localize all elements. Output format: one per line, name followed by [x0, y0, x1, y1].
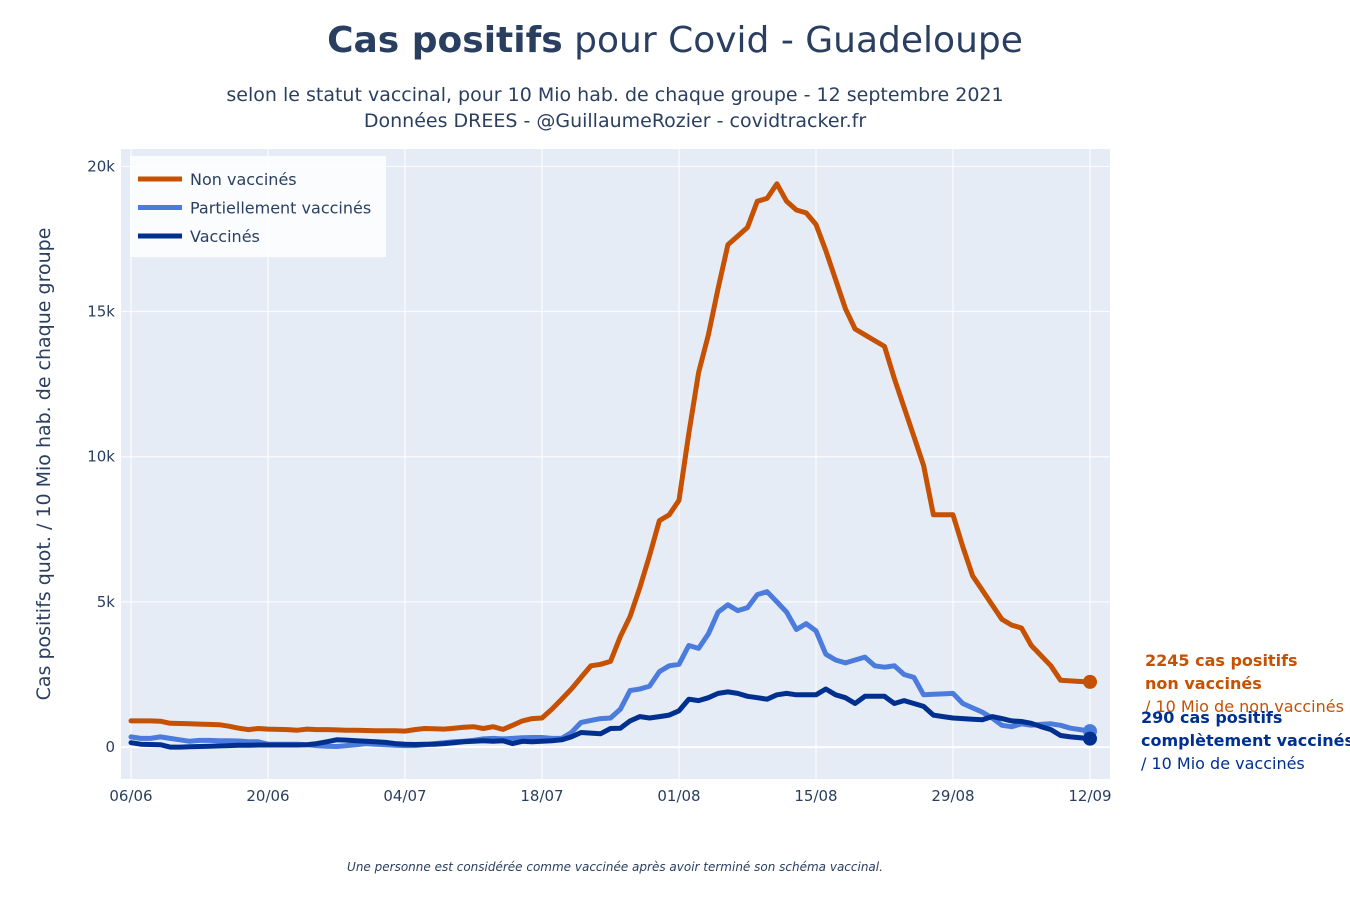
- series-lines: [128, 181, 1093, 750]
- legend: Non vaccinés Partiellement vaccinés Vaccin…: [130, 156, 386, 257]
- x-tick-label-01-08: 01/08: [657, 787, 700, 805]
- series-line-non-vaccines: [128, 181, 1093, 734]
- x-tick-label-04-07: 04/07: [383, 787, 426, 805]
- chart-subtitle-line2: Données DREES - @GuillaumeRozier - covid…: [364, 110, 866, 132]
- annotation-line3: / 10 Mio de non vaccinés: [1145, 697, 1344, 716]
- annotation-line2: complètement vaccinés: [1141, 731, 1350, 750]
- y-tick-label-15k: 15k: [87, 303, 115, 321]
- annotation-line1: 290 cas positifs: [1141, 708, 1282, 727]
- x-axis-ticks: 06/06 20/06 04/07 18/07 01/08 15/08 29/08 12/09: [109, 787, 1111, 805]
- annotation-vaccines: 290 cas positifs complètement vaccinés / 1…: [1141, 708, 1350, 773]
- annotation-line3: / 10 Mio de vaccinés: [1141, 754, 1305, 773]
- chart-title-bold: Cas positifs: [327, 20, 563, 61]
- y-tick-label-10k: 10k: [87, 448, 115, 466]
- y-axis-ticks: 0 5k 10k 15k 20k: [87, 157, 115, 756]
- x-tick-label-06-06: 06/06: [109, 787, 152, 805]
- x-tick-label-18-07: 18/07: [520, 787, 563, 805]
- end-marker-non-vaccines: [1083, 674, 1097, 689]
- y-tick-label-0: 0: [105, 738, 115, 756]
- y-tick-label-5k: 5k: [97, 593, 116, 611]
- annotation-non-vaccines: 2245 cas positifs non vaccinés / 10 Mio de…: [1145, 651, 1344, 716]
- end-markers: [1083, 674, 1097, 746]
- chart-title-rest: pour Covid - Guadeloupe: [563, 20, 1023, 61]
- x-tick-label-29-08: 29/08: [931, 787, 974, 805]
- footnote: Une personne est considérée comme vaccin…: [347, 860, 883, 874]
- chart-title: Cas positifs pour Covid - Guadeloupe: [327, 20, 1023, 61]
- y-axis-label: Cas positifs quot. / 10 Mio hab. de chaq…: [33, 228, 55, 701]
- x-tick-label-15-08: 15/08: [794, 787, 837, 805]
- annotation-line2: non vaccinés: [1145, 674, 1262, 693]
- legend-label-partiellement-vaccines: Partiellement vaccinés: [190, 199, 371, 218]
- end-marker-vaccines: [1083, 731, 1097, 746]
- legend-label-vaccines: Vaccinés: [190, 227, 260, 246]
- x-tick-label-20-06: 20/06: [246, 787, 289, 805]
- annotation-line1: 2245 cas positifs: [1145, 651, 1298, 670]
- y-tick-label-20k: 20k: [87, 157, 115, 175]
- series-line-vaccines: [128, 686, 1093, 750]
- x-tick-label-12-09: 12/09: [1068, 787, 1111, 805]
- x-gridlines: [130, 149, 1091, 779]
- chart-subtitle-line1: selon le statut vaccinal, pour 10 Mio ha…: [226, 84, 1003, 106]
- annotations: 2245 cas positifs non vaccinés / 10 Mio de…: [1141, 651, 1350, 773]
- legend-label-non-vaccines: Non vaccinés: [190, 170, 297, 189]
